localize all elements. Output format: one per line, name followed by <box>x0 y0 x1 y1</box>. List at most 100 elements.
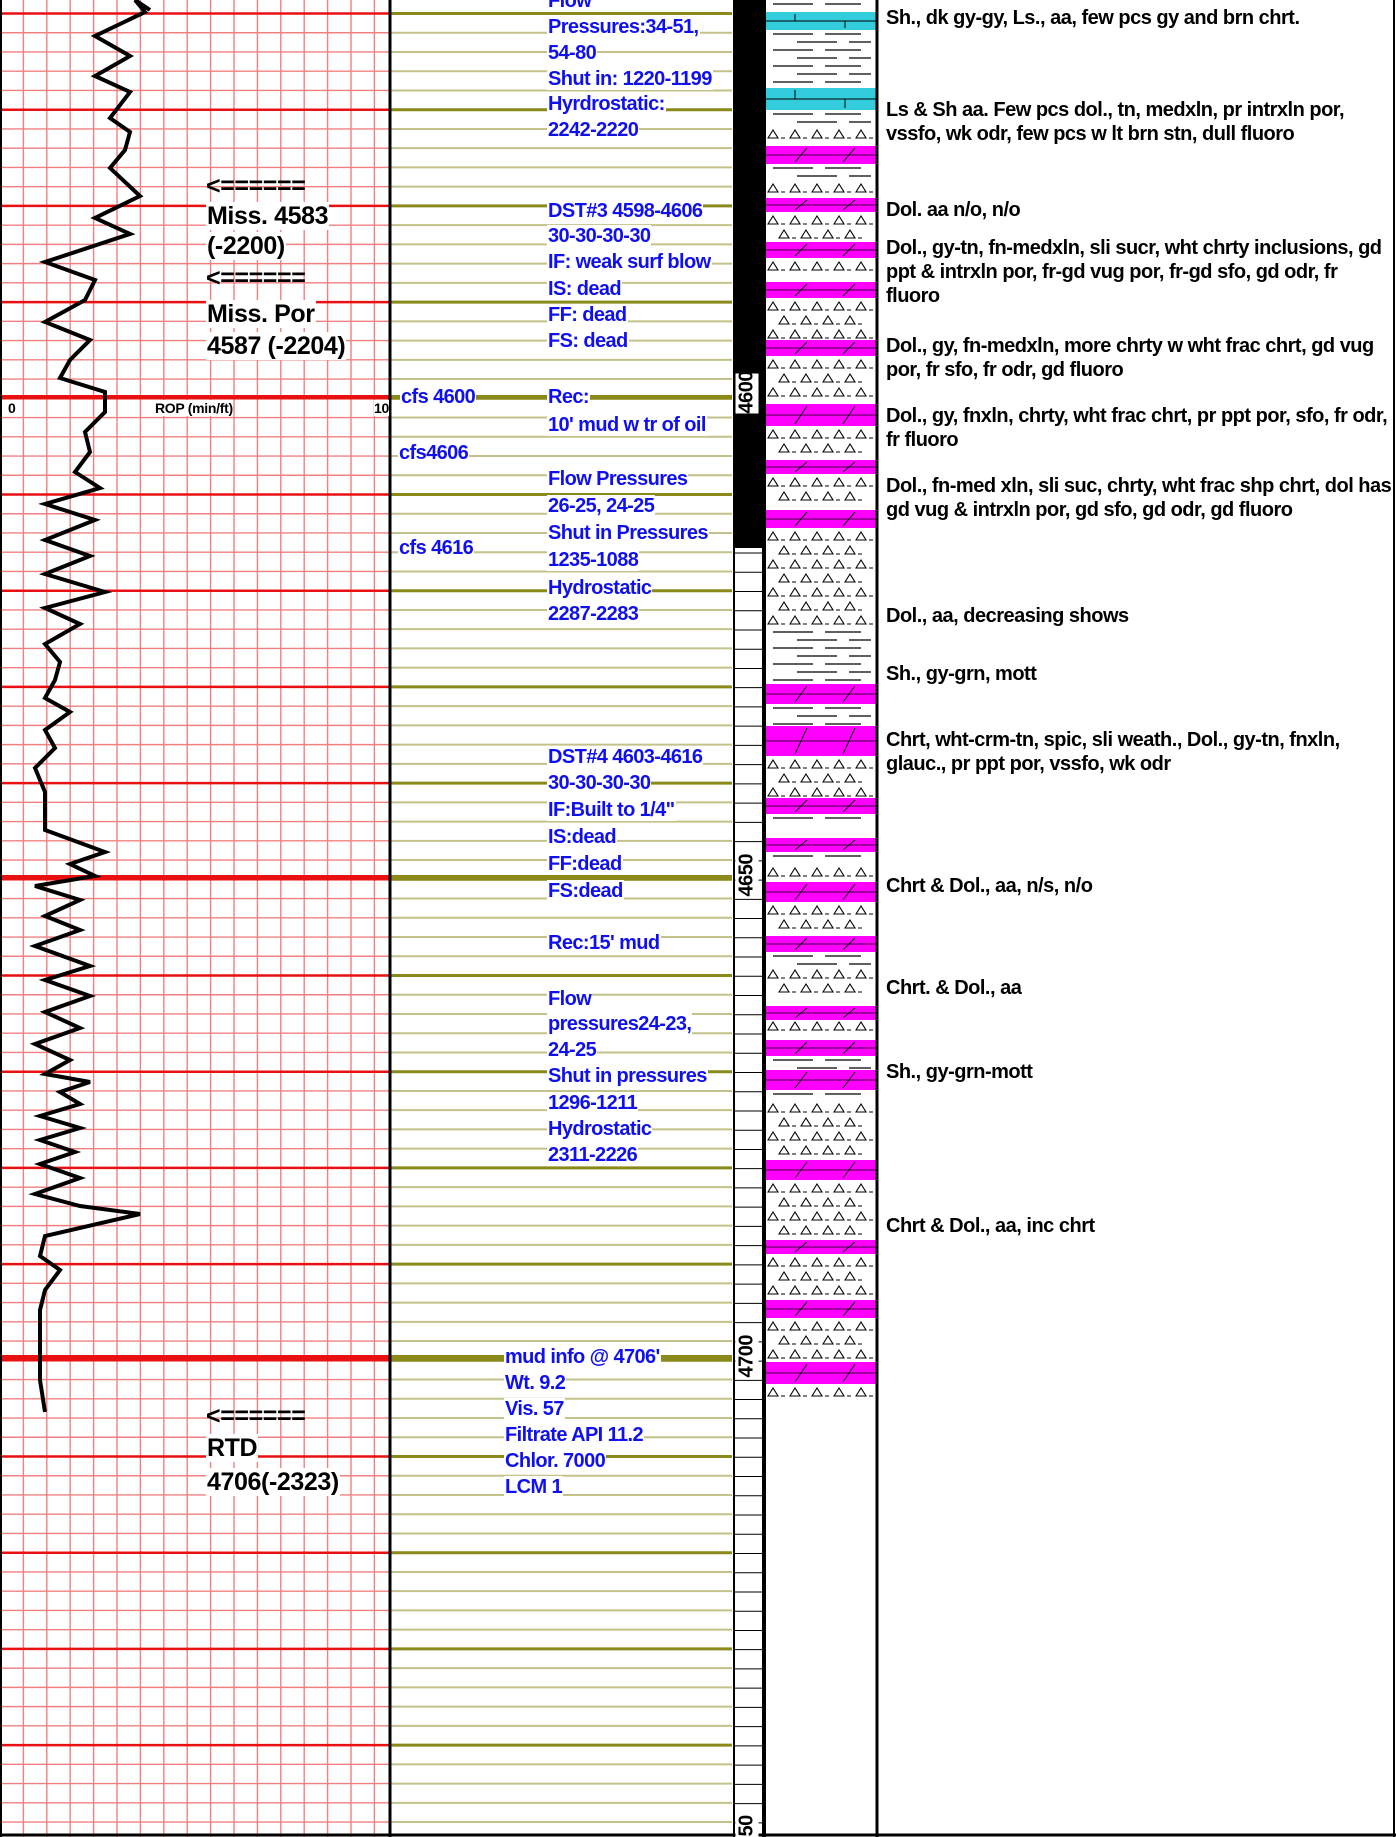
dolomite-bed <box>765 198 877 212</box>
mud-info-line: mud info @ 4706' <box>504 1346 661 1368</box>
dst-note-line: Rec: <box>547 386 590 408</box>
dst-note-line: IS:dead <box>547 826 618 848</box>
dst-note-line: Pressures:34-51, <box>547 16 700 38</box>
lith-description: Dol., fn-med xln, sli suc, chrty, wht fr… <box>886 475 1392 521</box>
dolomite-bed <box>765 340 877 356</box>
dolomite-bed <box>765 146 877 164</box>
dst-note-line: FS: dead <box>547 330 629 352</box>
chert-pattern <box>767 904 873 929</box>
depth-label: 4700 <box>735 1335 759 1378</box>
dst-note-line: 30-30-30-30 <box>547 772 652 794</box>
chert-pattern <box>767 214 873 239</box>
chert-pattern <box>767 128 873 139</box>
top-miss-arrow: <====== <box>206 172 306 200</box>
lith-description: Chrt, wht-crm-tn, spic, sli weath., Dol.… <box>886 729 1340 775</box>
chert-pattern <box>767 260 873 271</box>
dst-note-line: DST#4 4603-4616 <box>547 746 704 768</box>
shale-pattern <box>773 955 871 965</box>
top-misspor-arrow: <====== <box>206 264 306 292</box>
dolomite-bed <box>765 1070 877 1090</box>
lith-description: Chrt & Dol., aa, inc chrt <box>886 1215 1095 1237</box>
dolomite-bed <box>765 936 877 952</box>
chert-pattern <box>767 1182 873 1235</box>
dolomite-bed <box>765 242 877 258</box>
lithology-track <box>765 3 877 1397</box>
top-miss-name: Miss. 4583 <box>206 202 330 230</box>
top-miss-subsea: (-2200) <box>206 232 286 260</box>
dst-note-line: FF: dead <box>547 304 628 326</box>
lith-description: Dol., gy, fn-medxln, more chrty w wht fr… <box>886 335 1374 381</box>
dst-note-line: 54-80 <box>547 42 598 64</box>
dst-note-line: IS: dead <box>547 278 622 300</box>
mud-info-line: Chlor. 7000 <box>504 1450 607 1472</box>
depth-label: 50 <box>735 1815 759 1837</box>
rop-scale-title: ROP (min/ft) <box>155 400 233 416</box>
lith-description: Dol., aa, decreasing shows <box>886 605 1129 627</box>
dst-note-line: DST#3 4598-4606 <box>547 200 704 222</box>
chert-pattern <box>767 866 873 877</box>
dolomite-bed <box>765 282 877 298</box>
shale-pattern <box>773 707 871 725</box>
chert-pattern <box>767 1386 873 1397</box>
lith-description: Dol. aa n/o, n/o <box>886 199 1021 221</box>
chert-pattern <box>767 1256 873 1295</box>
lith-description: Sh., dk gy-gy, Ls., aa, few pcs gy and b… <box>886 7 1300 29</box>
cored-interval <box>734 0 763 548</box>
chert-pattern <box>767 358 873 397</box>
mud-info-line: Wt. 9.2 <box>504 1372 567 1394</box>
dst-note-line: 30-30-30-30 <box>547 225 652 247</box>
dolomite-bed <box>765 404 877 426</box>
limestone-bed <box>765 88 877 110</box>
mud-info-line: LCM 1 <box>504 1476 564 1498</box>
dolomite-bed <box>765 1300 877 1318</box>
chert-pattern <box>767 586 873 625</box>
lith-description: Chrt & Dol., aa, n/s, n/o <box>886 875 1093 897</box>
dst-note-line: Shut in: 1220-1199 <box>547 68 713 90</box>
dolomite-bed <box>765 684 877 704</box>
dst-note-line: Flow <box>547 988 593 1010</box>
dolomite-bed <box>765 882 877 902</box>
cfs-note: cfs 4616 <box>398 537 475 559</box>
mud-info-line: Vis. 57 <box>504 1398 565 1420</box>
dst-note-line: 2311-2226 <box>547 1144 639 1166</box>
dst-note-line: Shut in pressures <box>547 1065 708 1087</box>
cfs-note: cfs 4600 <box>400 386 477 408</box>
cfs-note: cfs4606 <box>398 442 470 464</box>
rop-curve <box>28 0 152 1413</box>
dst-note-line: 26-25, 24-25 <box>547 495 656 517</box>
dolomite-bed <box>765 798 877 814</box>
chert-pattern <box>767 1020 873 1031</box>
shale-pattern <box>773 113 871 123</box>
chert-pattern <box>767 476 873 501</box>
chert-pattern <box>767 758 873 797</box>
dst-note-line: Rec:15' mud <box>547 932 661 954</box>
depth-label: 4600 <box>735 371 759 414</box>
chert-pattern <box>767 300 873 339</box>
lith-description: Sh., gy-grn, mott <box>886 663 1037 685</box>
shale-pattern <box>773 1059 871 1069</box>
dst-note-line: 1296-1211 <box>547 1092 639 1114</box>
dst-note-line: Flow Pressures <box>547 468 689 490</box>
chert-pattern <box>767 968 873 993</box>
limestone-bed <box>765 12 877 30</box>
dolomite-bed <box>765 1362 877 1384</box>
lith-description: Chrt. & Dol., aa <box>886 977 1022 999</box>
chert-pattern <box>767 530 873 583</box>
top-misspor-name: Miss. Por <box>206 300 316 328</box>
dolomite-bed <box>765 726 877 756</box>
chert-pattern <box>767 1320 873 1359</box>
dst-note-line: 1235-1088 <box>547 549 640 571</box>
dst-note-line: Shut in Pressures <box>547 522 709 544</box>
lith-description: Ls & Sh aa. Few pcs dol., tn, medxln, pr… <box>886 99 1345 145</box>
top-rtd-arrow: <====== <box>206 1402 306 1430</box>
dolomite-bed <box>765 460 877 474</box>
lith-description: Sh., gy-grn-mott <box>886 1061 1033 1083</box>
top-misspor-depth: 4587 (-2204) <box>206 332 347 360</box>
dst-note-line: IF:Built to 1/4" <box>547 799 676 821</box>
dolomite-bed <box>765 510 877 528</box>
dst-note-line: 2287-2283 <box>547 603 640 625</box>
dolomite-bed <box>765 1040 877 1056</box>
dolomite-bed <box>765 1240 877 1254</box>
lith-description: Dol., gy-tn, fn-medxln, sli sucr, wht ch… <box>886 237 1382 307</box>
